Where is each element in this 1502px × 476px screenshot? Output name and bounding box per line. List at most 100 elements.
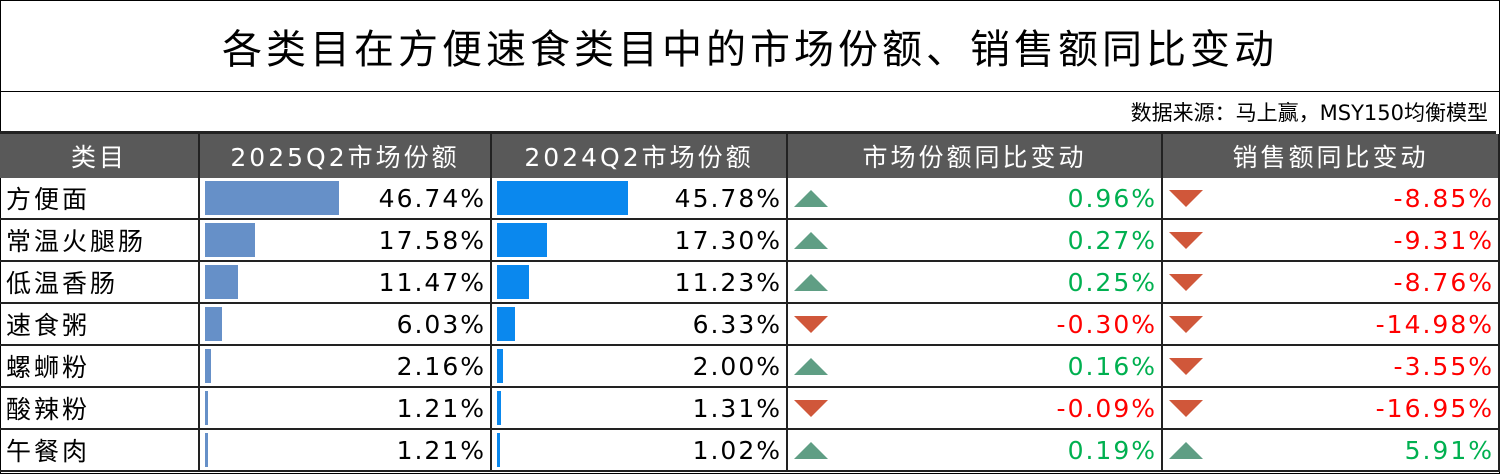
- share-change-cell: 0.16%: [788, 346, 1163, 388]
- share-2024-bar: [497, 433, 500, 467]
- share-2024-bar: [497, 265, 530, 299]
- column-header-share-change: 市场份额同比变动: [788, 134, 1163, 178]
- category-cell: 午餐肉: [0, 430, 200, 472]
- share-2024-bar: [497, 349, 503, 383]
- category-cell: 低温香肠: [0, 262, 200, 304]
- share-2024-bar: [497, 307, 516, 341]
- sales-change-cell: -8.85%: [1163, 178, 1500, 220]
- triangle-up-icon: [794, 274, 828, 291]
- share-2024-cell: 6.33%: [492, 304, 788, 346]
- category-name: 午餐肉: [6, 437, 91, 466]
- share-2025-bar: [205, 433, 209, 467]
- category-name: 酸辣粉: [6, 395, 91, 424]
- share-2025-bar: [205, 265, 238, 299]
- sales-change-value: -8.76%: [1393, 267, 1494, 297]
- share-2024-cell: 11.23%: [492, 262, 788, 304]
- share-2024-bar: [497, 391, 501, 425]
- share-2025-bar: [205, 307, 223, 341]
- triangle-down-icon: [1169, 232, 1203, 249]
- share-change-cell: 0.27%: [788, 220, 1163, 262]
- triangle-down-icon: [1169, 190, 1203, 207]
- share-2025-cell: 11.47%: [200, 262, 492, 304]
- share-2024-bar: [497, 181, 629, 215]
- share-change-value: 0.27%: [1067, 225, 1157, 255]
- share-2025-bar: [205, 181, 340, 215]
- share-2025-bar: [205, 349, 212, 383]
- share-2025-value: 1.21%: [396, 435, 486, 465]
- triangle-up-icon: [1169, 442, 1203, 459]
- category-name: 常温火腿肠: [6, 227, 147, 256]
- category-name: 速食粥: [6, 311, 91, 340]
- data-source-note: 数据来源：马上赢，MSY150均衡模型: [0, 92, 1496, 134]
- column-header-sales-change: 销售额同比变动: [1163, 134, 1500, 178]
- share-change-value: -0.09%: [1056, 393, 1157, 423]
- share-change-value: 0.96%: [1067, 183, 1157, 213]
- sales-change-value: -9.31%: [1393, 225, 1494, 255]
- sales-change-cell: 5.91%: [1163, 430, 1500, 472]
- sales-change-cell: -8.76%: [1163, 262, 1500, 304]
- category-cell: 速食粥: [0, 304, 200, 346]
- share-2024-cell: 45.78%: [492, 178, 788, 220]
- share-change-cell: 0.96%: [788, 178, 1163, 220]
- sales-change-cell: -9.31%: [1163, 220, 1500, 262]
- share-change-value: 0.25%: [1067, 267, 1157, 297]
- category-cell: 酸辣粉: [0, 388, 200, 430]
- triangle-down-icon: [794, 316, 828, 333]
- triangle-up-icon: [794, 442, 828, 459]
- column-header-share-2025: 2025Q2市场份额: [200, 134, 492, 178]
- triangle-up-icon: [794, 232, 828, 249]
- share-2025-cell: 46.74%: [200, 178, 492, 220]
- triangle-down-icon: [1169, 358, 1203, 375]
- category-name: 螺蛳粉: [6, 353, 91, 382]
- share-2025-value: 2.16%: [396, 351, 486, 381]
- share-2025-cell: 17.58%: [200, 220, 492, 262]
- share-2024-value: 2.00%: [692, 351, 782, 381]
- sales-change-cell: -16.95%: [1163, 388, 1500, 430]
- share-2025-bar: [205, 223, 256, 257]
- share-2025-value: 6.03%: [396, 309, 486, 339]
- page-title: 各类目在方便速食类目中的市场份额、销售额同比变动: [0, 0, 1500, 92]
- share-2024-cell: 17.30%: [492, 220, 788, 262]
- source-text: 数据来源：马上赢，MSY150均衡模型: [1130, 100, 1488, 125]
- share-2025-cell: 6.03%: [200, 304, 492, 346]
- share-2024-cell: 1.31%: [492, 388, 788, 430]
- share-2024-value: 1.02%: [692, 435, 782, 465]
- share-change-cell: 0.19%: [788, 430, 1163, 472]
- share-change-value: -0.30%: [1056, 309, 1157, 339]
- share-2024-value: 11.23%: [674, 267, 782, 297]
- sales-change-value: 5.91%: [1404, 435, 1494, 465]
- share-2024-value: 1.31%: [692, 393, 782, 423]
- share-2024-value: 6.33%: [692, 309, 782, 339]
- category-name: 低温香肠: [6, 269, 119, 298]
- column-header-share-2024: 2024Q2市场份额: [492, 134, 788, 178]
- share-2025-value: 1.21%: [396, 393, 486, 423]
- category-cell: 方便面: [0, 178, 200, 220]
- category-cell: 螺蛳粉: [0, 346, 200, 388]
- share-change-cell: 0.25%: [788, 262, 1163, 304]
- share-2024-bar: [497, 223, 547, 257]
- triangle-down-icon: [1169, 400, 1203, 417]
- share-change-cell: -0.09%: [788, 388, 1163, 430]
- share-2025-cell: 1.21%: [200, 388, 492, 430]
- share-2024-value: 17.30%: [674, 225, 782, 255]
- share-change-value: 0.16%: [1067, 351, 1157, 381]
- sales-change-value: -16.95%: [1375, 393, 1494, 423]
- share-2025-value: 11.47%: [378, 267, 486, 297]
- triangle-down-icon: [794, 400, 828, 417]
- share-2025-cell: 2.16%: [200, 346, 492, 388]
- sales-change-value: -14.98%: [1375, 309, 1494, 339]
- share-change-value: 0.19%: [1067, 435, 1157, 465]
- share-2024-value: 45.78%: [674, 183, 782, 213]
- category-cell: 常温火腿肠: [0, 220, 200, 262]
- share-2024-cell: 2.00%: [492, 346, 788, 388]
- sales-change-value: -3.55%: [1393, 351, 1494, 381]
- category-name: 方便面: [6, 185, 91, 214]
- sales-change-value: -8.85%: [1393, 183, 1494, 213]
- column-header-category: 类目: [0, 134, 200, 178]
- sales-change-cell: -14.98%: [1163, 304, 1500, 346]
- share-2024-cell: 1.02%: [492, 430, 788, 472]
- share-change-cell: -0.30%: [788, 304, 1163, 346]
- share-2025-cell: 1.21%: [200, 430, 492, 472]
- share-2025-value: 17.58%: [378, 225, 486, 255]
- sales-change-cell: -3.55%: [1163, 346, 1500, 388]
